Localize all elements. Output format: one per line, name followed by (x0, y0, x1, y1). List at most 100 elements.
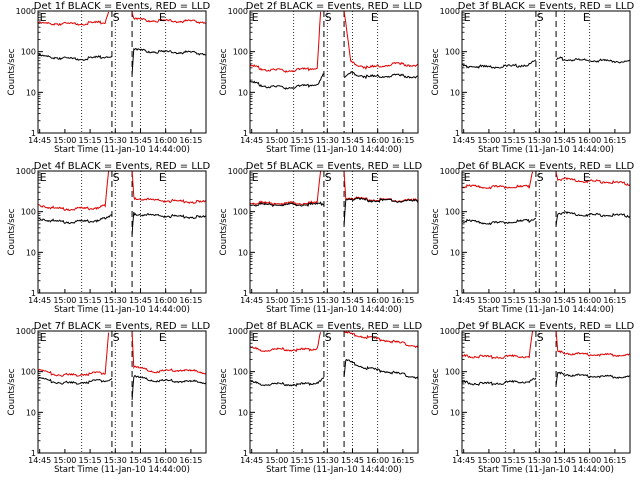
lld-series-line (461, 330, 534, 360)
marker-label: E (159, 171, 166, 184)
x-tick-label: 15:15 (291, 296, 314, 305)
x-tick-label: 15:15 (79, 296, 102, 305)
x-tick-label: 14:45 (28, 456, 51, 465)
events-series-line (343, 71, 419, 80)
x-tick-label: 14:45 (28, 296, 51, 305)
x-axis-label: Start Time (11-Jan-10 14:44:00) (54, 145, 190, 155)
x-tick-label: 15:45 (341, 136, 364, 145)
y-axis-label: Counts/sec (219, 208, 229, 255)
y-tick-label: 100 (21, 48, 36, 57)
x-tick-label: 14:45 (240, 296, 263, 305)
x-tick-label: 14:45 (452, 456, 475, 465)
lld-series-line (249, 170, 322, 206)
events-series-line (555, 56, 631, 64)
x-tick-label: 15:45 (129, 136, 152, 145)
panel-title: Det 8f BLACK = Events, RED = LLD (246, 321, 423, 332)
x-tick-label: 15:30 (104, 456, 127, 465)
x-tick-label: 16:00 (578, 296, 601, 305)
x-tick-label: 16:15 (179, 456, 202, 465)
marker-label: E (40, 331, 47, 344)
y-tick-label: 1 (31, 289, 36, 298)
x-axis-label: Start Time (11-Jan-10 14:44:00) (478, 465, 614, 475)
plot-frame (249, 10, 419, 134)
x-tick-label: 15:00 (477, 136, 500, 145)
lld-series-line (343, 330, 419, 349)
marker-label: E (464, 331, 471, 344)
x-tick-label: 15:30 (316, 456, 339, 465)
events-series-line (555, 371, 631, 386)
events-series-line (131, 211, 207, 235)
marker-label: E (252, 331, 259, 344)
x-tick-label: 16:00 (578, 136, 601, 145)
x-tick-label: 16:00 (154, 456, 177, 465)
y-axis-label: Counts/sec (7, 368, 17, 415)
x-tick-label: 15:45 (129, 296, 152, 305)
x-tick-label: 15:00 (265, 136, 288, 145)
events-series-line (343, 197, 419, 225)
x-tick-label: 15:15 (503, 456, 526, 465)
panel-title: Det 1f BLACK = Events, RED = LLD (34, 1, 211, 12)
y-tick-label: 10 (26, 88, 36, 97)
panel-title: Det 4f BLACK = Events, RED = LLD (34, 161, 211, 172)
plot-frame (37, 170, 207, 294)
x-axis-label: Start Time (11-Jan-10 14:44:00) (54, 305, 190, 315)
x-tick-label: 15:00 (265, 456, 288, 465)
events-series-line (555, 211, 631, 226)
x-tick-label: 14:45 (28, 136, 51, 145)
lld-series-line (555, 172, 631, 186)
y-tick-label: 1000 (16, 167, 36, 176)
marker-label: S (113, 331, 120, 344)
x-tick-label: 16:00 (366, 296, 389, 305)
marker-label: S (325, 331, 332, 344)
x-tick-label: 14:45 (240, 456, 263, 465)
lld-series-line (131, 170, 207, 204)
x-tick-label: 15:45 (553, 456, 576, 465)
x-axis-label: Start Time (11-Jan-10 14:44:00) (478, 145, 614, 155)
marker-label: E (40, 11, 47, 24)
y-tick-label: 100 (233, 368, 248, 377)
events-series-line (343, 358, 419, 380)
lld-series-line (461, 171, 534, 190)
x-tick-label: 15:45 (553, 296, 576, 305)
x-tick-label: 14:45 (240, 136, 263, 145)
x-tick-label: 15:15 (503, 296, 526, 305)
x-axis-label: Start Time (11-Jan-10 14:44:00) (266, 465, 402, 475)
marker-label: S (325, 11, 332, 24)
marker-label: E (464, 11, 471, 24)
lld-series-line (131, 332, 207, 375)
x-tick-label: 15:45 (341, 456, 364, 465)
x-tick-label: 16:15 (603, 456, 626, 465)
y-tick-label: 1000 (440, 327, 460, 336)
x-axis-label: Start Time (11-Jan-10 14:44:00) (266, 145, 402, 155)
x-tick-label: 15:00 (53, 456, 76, 465)
y-tick-label: 1 (455, 289, 460, 298)
x-tick-label: 15:30 (316, 296, 339, 305)
plot-frame (37, 10, 207, 134)
events-series-line (461, 59, 537, 69)
x-tick-label: 15:30 (104, 136, 127, 145)
y-tick-label: 1 (31, 449, 36, 458)
panel-title: Det 5f BLACK = Events, RED = LLD (246, 161, 423, 172)
panel-title: Det 9f BLACK = Events, RED = LLD (458, 321, 635, 332)
y-axis-label: Counts/sec (431, 208, 441, 255)
y-tick-label: 1000 (228, 327, 248, 336)
lld-series-line (37, 11, 110, 26)
events-series-line (37, 53, 113, 61)
events-series-line (37, 214, 113, 225)
x-tick-label: 16:15 (603, 296, 626, 305)
marker-label: E (252, 11, 259, 24)
x-axis-label: Start Time (11-Jan-10 14:44:00) (478, 305, 614, 315)
y-tick-label: 100 (233, 48, 248, 57)
marker-label: E (464, 171, 471, 184)
x-tick-label: 15:45 (341, 296, 364, 305)
events-series-line (249, 73, 324, 90)
lld-series-line (131, 12, 206, 25)
x-tick-label: 15:15 (79, 456, 102, 465)
plot-frame (461, 170, 631, 294)
